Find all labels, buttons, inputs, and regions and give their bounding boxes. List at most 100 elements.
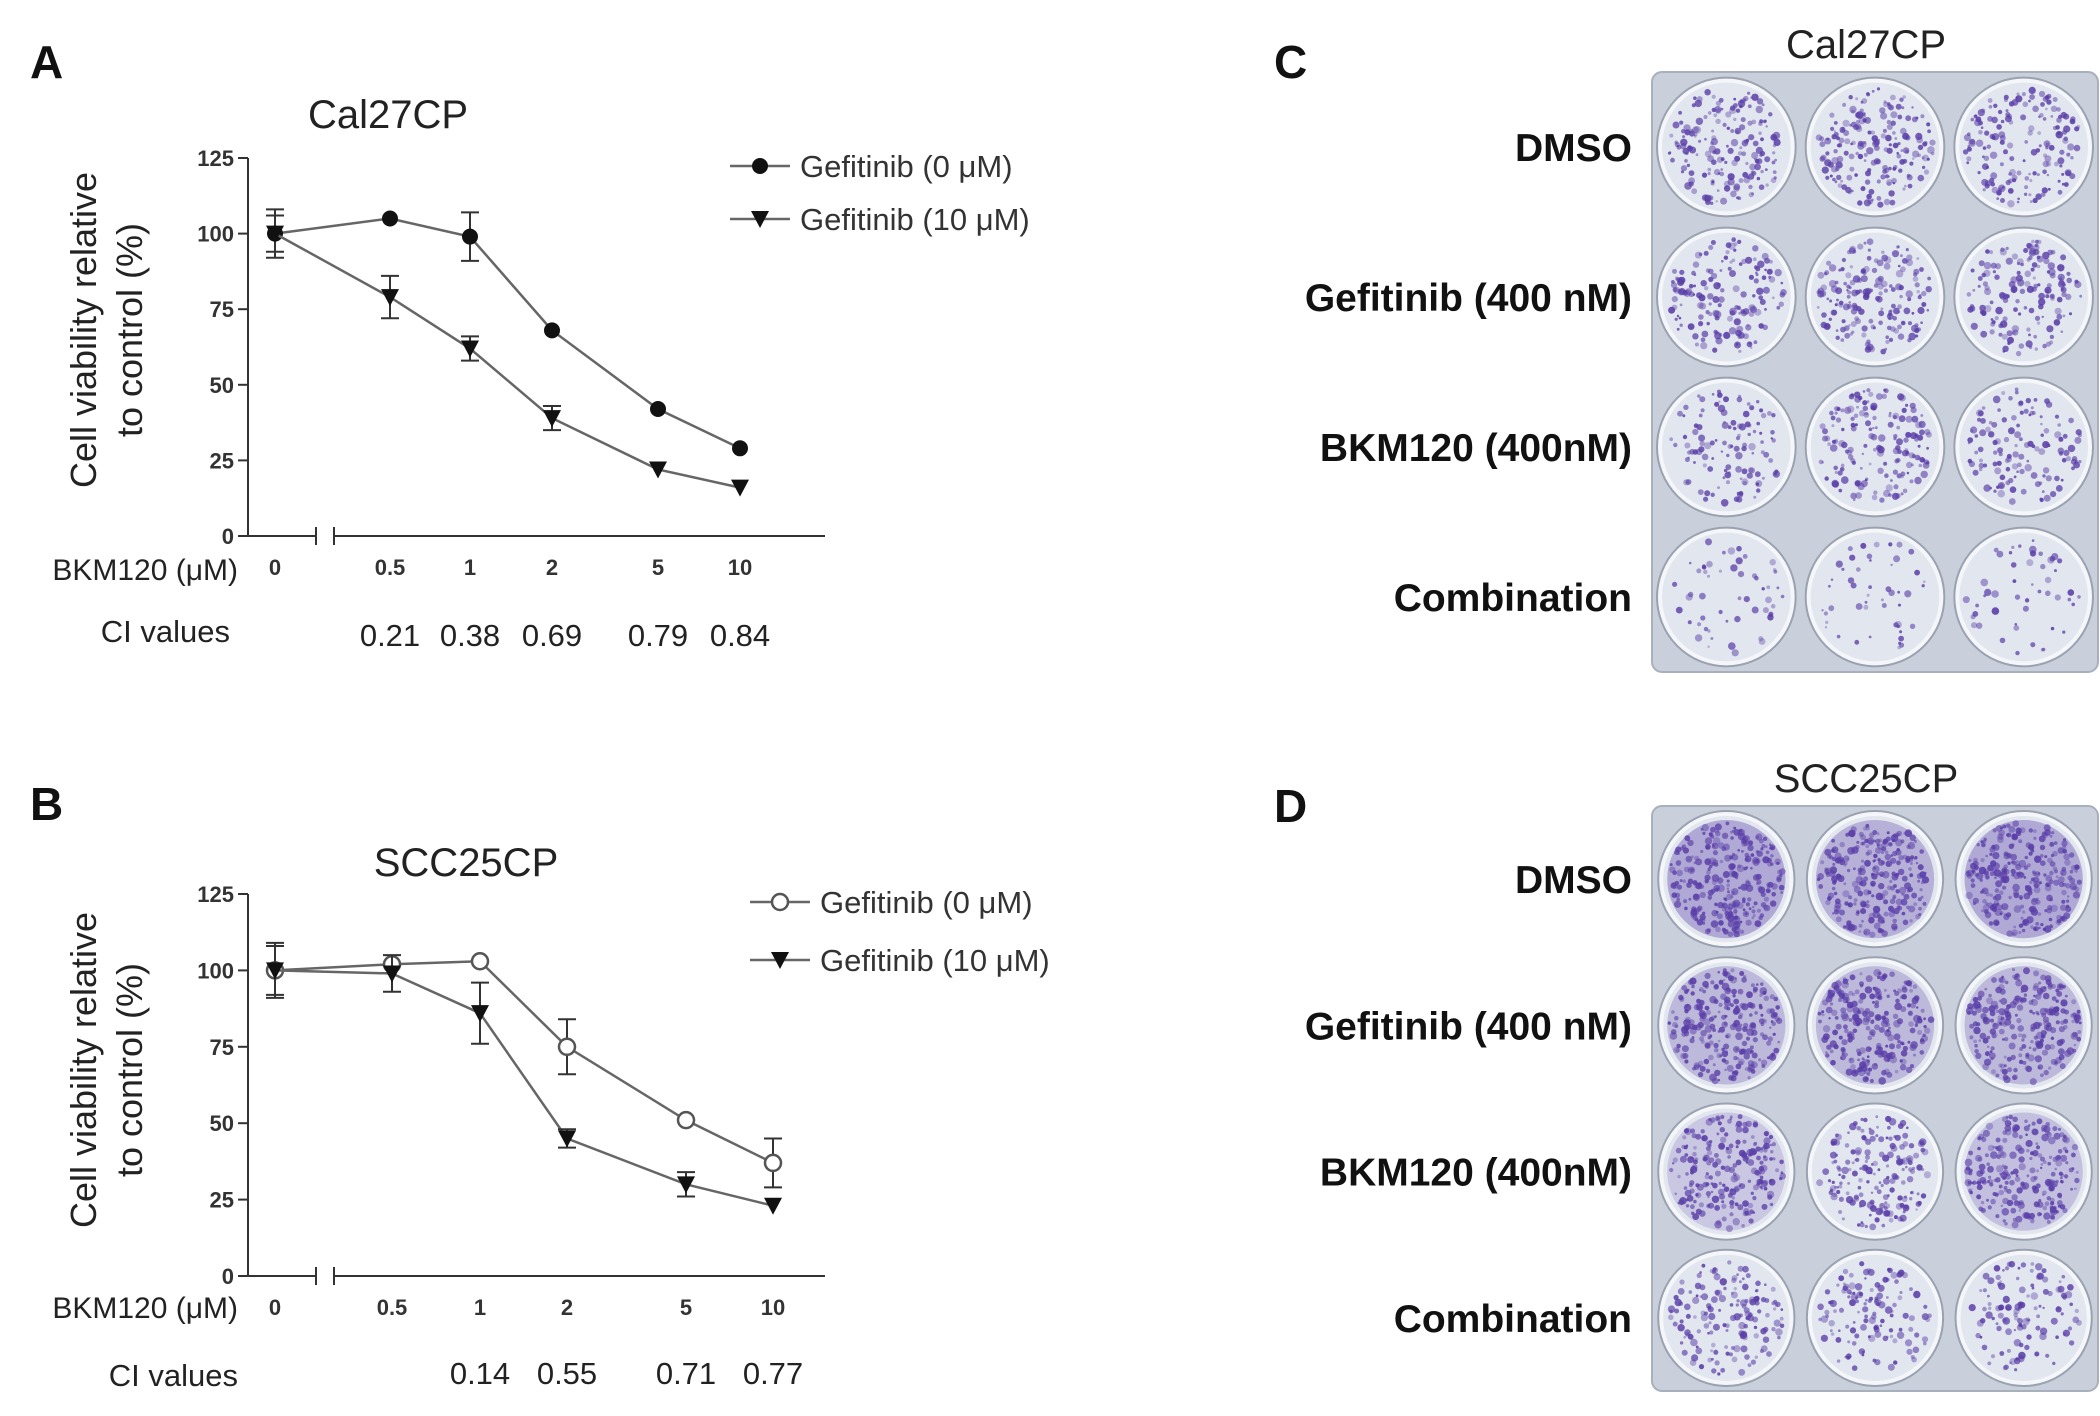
plate-d-colony bbox=[2040, 923, 2044, 927]
chart-a-series-line bbox=[274, 217, 741, 450]
plate-d-colony bbox=[2012, 1075, 2017, 1081]
plate-c-colony bbox=[2024, 598, 2030, 603]
plate-d-colony bbox=[2022, 910, 2026, 914]
plate-d-colony bbox=[2000, 1204, 2004, 1208]
plate-c-colony bbox=[1734, 155, 1741, 162]
plate-d-colony bbox=[1878, 1077, 1886, 1085]
plate-c-colony bbox=[2008, 551, 2013, 555]
plate-c-colony bbox=[1870, 130, 1876, 135]
plate-d-colony bbox=[2021, 928, 2026, 933]
plate-d-colony bbox=[2002, 1317, 2008, 1323]
plate-d-colony bbox=[1857, 871, 1862, 876]
plate-c-colony bbox=[1774, 469, 1779, 474]
plate-d-colony bbox=[1765, 850, 1770, 855]
plate-d-colony bbox=[1714, 1220, 1722, 1229]
plate-d-colony bbox=[1713, 984, 1719, 990]
plate-d-colony bbox=[1845, 1159, 1851, 1165]
chart-b-ytick-label: 0 bbox=[222, 1264, 234, 1289]
plate-d-colony bbox=[1723, 1005, 1729, 1010]
plate-d-colony bbox=[1987, 1361, 1992, 1366]
plate-d-colony bbox=[1726, 893, 1733, 900]
chart-a-legend-label: Gefitinib (0 μM) bbox=[800, 149, 1013, 184]
plate-d-colony bbox=[1765, 888, 1771, 894]
chart-b-ytick-label: 25 bbox=[210, 1188, 234, 1213]
plate-d-colony bbox=[2052, 1361, 2056, 1366]
plate-d-colony bbox=[1700, 849, 1704, 854]
plate-c-colony bbox=[2025, 340, 2033, 348]
plate-d-colony bbox=[1693, 1159, 1698, 1165]
plate-d-colony bbox=[1978, 1163, 1986, 1171]
plate-d-colony bbox=[2004, 1128, 2012, 1136]
plate-d-colony bbox=[1695, 1192, 1702, 1199]
plate-c-colony bbox=[1756, 400, 1760, 404]
plate-c-colony bbox=[1722, 550, 1726, 555]
plate-d-colony bbox=[1773, 1319, 1781, 1327]
plate-c-colony bbox=[1672, 581, 1678, 587]
plate-d-colony bbox=[1842, 890, 1850, 898]
plate-d-colony bbox=[1733, 1287, 1737, 1291]
plate-d-colony bbox=[1673, 1047, 1680, 1054]
plate-d-colony bbox=[2055, 1020, 2060, 1025]
plate-d-colony bbox=[1906, 889, 1911, 893]
plate-d-colony bbox=[2015, 827, 2022, 834]
plate-c-colony bbox=[2038, 298, 2046, 306]
plate-c-colony bbox=[2019, 410, 2024, 415]
plate-d-colony bbox=[1693, 1315, 1697, 1319]
plate-c-colony bbox=[1895, 245, 1900, 249]
plate-d-colony bbox=[1856, 1048, 1861, 1053]
chart-a-legend-label: Gefitinib (10 μM) bbox=[800, 202, 1030, 237]
plate-c-colony bbox=[1909, 479, 1914, 484]
plate-c-colony bbox=[1706, 321, 1710, 326]
plate-d-colony bbox=[1896, 1043, 1901, 1049]
plate-c-colony bbox=[1907, 321, 1913, 326]
plate-d-colony bbox=[2015, 863, 2022, 871]
plate-d-colony bbox=[2003, 1185, 2008, 1190]
plate-d-colony bbox=[2055, 1210, 2059, 1214]
plate-d-colony bbox=[1853, 1196, 1860, 1202]
plate-c-colony bbox=[1977, 417, 1981, 422]
plate-c-colony bbox=[1683, 479, 1690, 486]
plate-d-colony bbox=[1704, 837, 1713, 845]
plate-c-colony bbox=[1673, 442, 1678, 448]
plate-c-colony bbox=[2012, 579, 2017, 583]
plate-c-colony bbox=[1717, 172, 1721, 175]
plate-d-colony bbox=[1881, 1223, 1886, 1228]
plate-c-colony bbox=[2031, 539, 2035, 542]
plate-c-colony bbox=[1879, 497, 1885, 503]
plate-d-colony bbox=[1733, 1019, 1741, 1027]
plate-c-colony bbox=[1860, 542, 1867, 549]
plate-d-colony bbox=[2012, 998, 2019, 1005]
plate-d-colony bbox=[2045, 1353, 2050, 1358]
plate-d-colony bbox=[1747, 844, 1754, 852]
chart-a-point bbox=[266, 225, 284, 243]
plate-c-colony bbox=[2050, 249, 2056, 255]
plate-c-colony bbox=[1756, 176, 1761, 181]
plate-d-colony bbox=[2040, 860, 2046, 866]
plate-c-colony bbox=[1721, 259, 1724, 263]
plate-c-colony bbox=[1834, 280, 1839, 285]
plate-c-colony bbox=[1701, 172, 1708, 178]
plate-c-colony bbox=[2011, 331, 2016, 335]
plate-d-colony bbox=[1910, 1169, 1915, 1174]
plate-d-colony bbox=[1872, 1358, 1877, 1363]
plate-d-colony bbox=[1866, 1059, 1871, 1063]
plate-d-colony bbox=[1859, 992, 1867, 1000]
plate-d-colony bbox=[2028, 1212, 2035, 1220]
plate-d-colony bbox=[1999, 977, 2006, 984]
plate-c-colony bbox=[1877, 467, 1884, 474]
plate-d-colony bbox=[1982, 1037, 1989, 1044]
plate-c-colony bbox=[1831, 439, 1837, 444]
plate-c-colony bbox=[1857, 243, 1864, 250]
plate-d-colony bbox=[1974, 873, 1979, 877]
chart-b-series-line bbox=[274, 969, 774, 1207]
plate-c-colony bbox=[1888, 542, 1893, 547]
plate-d-colony bbox=[2076, 1036, 2082, 1042]
plate-d-colony bbox=[1750, 1359, 1756, 1365]
plate-c-colony bbox=[2012, 329, 2019, 336]
plate-d-colony bbox=[1904, 1195, 1907, 1199]
plate-c-colony bbox=[1737, 596, 1742, 601]
plate-d-colony bbox=[1847, 1340, 1851, 1344]
plate-c-colony bbox=[1714, 315, 1720, 321]
plate-d-colony bbox=[1681, 1045, 1689, 1053]
plate-d-colony bbox=[1836, 1359, 1841, 1363]
